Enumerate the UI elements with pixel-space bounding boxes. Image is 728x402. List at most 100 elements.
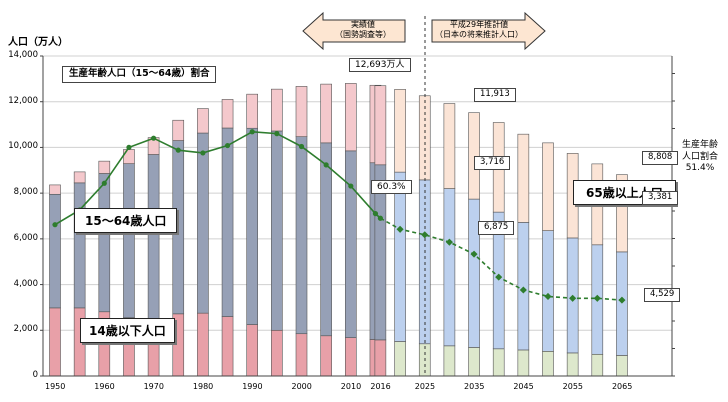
bar-working	[246, 127, 258, 325]
bar-working	[147, 154, 160, 320]
bar-working	[73, 182, 86, 309]
working-age-label: 15〜64歳人口	[74, 208, 178, 233]
bar-child	[221, 316, 234, 377]
x-tick-label: 1990	[242, 382, 263, 391]
bar-child	[566, 352, 579, 377]
bar-elderly	[517, 133, 530, 223]
bar-elderly	[49, 184, 61, 195]
bar-working	[443, 188, 456, 347]
x-tick-label: 2016	[370, 382, 391, 391]
bar-child	[492, 348, 505, 377]
y-tick-label: 4,000	[13, 278, 38, 289]
child-label: 14歳以下人口	[80, 318, 175, 343]
bar-elderly	[271, 88, 283, 132]
bar-working	[123, 163, 135, 319]
bar-child	[374, 339, 387, 377]
bar-child	[443, 345, 456, 377]
bar-working	[295, 136, 308, 335]
total-2065-label: 8,808	[642, 151, 679, 165]
bar-elderly	[344, 83, 357, 152]
ratio-point	[323, 162, 329, 168]
bar-working	[616, 251, 628, 356]
ratio-point	[200, 150, 206, 156]
ratio-point	[445, 238, 453, 246]
x-tick-label: 1980	[192, 382, 214, 391]
line-legend-label: 生産年齢人口（15〜64歳）割合	[62, 66, 217, 83]
ratio-point	[593, 294, 601, 302]
bar-elderly	[394, 89, 406, 173]
bar-working	[542, 230, 554, 352]
bar-child	[246, 324, 258, 377]
bar-child	[295, 333, 308, 377]
ratio-point	[421, 231, 429, 239]
x-tick-label: 1950	[45, 382, 66, 391]
bar-elderly	[320, 83, 332, 144]
bar-elderly	[98, 160, 111, 174]
bar-elderly	[197, 108, 209, 134]
bar-working	[517, 222, 530, 351]
working-2030-label: 6,875	[478, 221, 515, 235]
bar-child	[344, 337, 357, 377]
bar-elderly	[542, 142, 554, 231]
bar-elderly	[73, 171, 86, 184]
ratio-point	[377, 215, 383, 221]
x-tick-label: 2035	[464, 382, 485, 391]
y-tick-label: 0	[32, 370, 38, 380]
right-ratio-label: 生産年齢 人口割合 51.4%	[682, 140, 718, 175]
projection-arrow	[431, 11, 546, 51]
bar-child	[271, 329, 283, 377]
x-tick-label: 1970	[143, 382, 164, 391]
bar-child	[197, 312, 209, 377]
x-tick-label: 2045	[513, 382, 534, 391]
bar-child	[49, 307, 61, 377]
y-tick-label: 12,000	[8, 95, 38, 106]
projection-arrow-line2: （日本の将来推計人口）	[435, 29, 523, 39]
y-axis-label: 人口（万人）	[8, 37, 68, 48]
bar-working	[271, 130, 283, 331]
bar-elderly	[374, 85, 387, 166]
bar-group	[49, 83, 628, 377]
ratio-point	[52, 222, 58, 228]
x-tick-label: 1960	[94, 382, 115, 391]
x-tick-label: 2000	[291, 382, 312, 391]
ratio-point	[274, 131, 280, 137]
actual-arrow-text: 実績値 （国勢調査等）	[320, 20, 406, 39]
bar-child	[517, 349, 530, 377]
bar-child	[320, 335, 332, 377]
bar-elderly	[443, 103, 456, 189]
x-tick-label: 2025	[414, 382, 436, 391]
right-ratio-line2: 人口割合	[682, 151, 719, 162]
x-tick-label: 2010	[340, 382, 362, 391]
x-tick-label: 2055	[562, 382, 583, 391]
y-tick-label: 6,000	[13, 232, 38, 243]
bar-elderly	[172, 119, 185, 141]
y-tick-label: 8,000	[13, 187, 38, 198]
bar-elderly	[295, 86, 308, 137]
bar-child	[468, 347, 480, 377]
y-tick-label: 10,000	[8, 141, 38, 152]
projection-arrow-text: 平成29年推計値 （日本の将来推計人口）	[433, 20, 525, 39]
bar-working	[197, 132, 209, 314]
ratio-point	[151, 135, 157, 141]
right-ratio-line1: 生産年齢	[682, 140, 719, 150]
ratio-point	[618, 296, 626, 304]
bar-elderly	[468, 112, 480, 200]
ratio-point	[396, 225, 404, 233]
ratio-point	[470, 250, 478, 258]
ratio-point	[569, 294, 577, 302]
actual-arrow-line1: 実績値	[351, 20, 375, 29]
total-2030-label: 11,913	[474, 88, 516, 102]
actual-arrow-line2: （国勢調査等）	[335, 29, 391, 39]
bar-working	[49, 193, 61, 309]
ratio-point	[519, 286, 527, 294]
ratio-point	[298, 143, 305, 150]
total-2016-label: 12,693万人	[349, 58, 411, 73]
elderly-2065-label: 3,381	[642, 191, 679, 205]
projection-arrow-line1: 平成29年推計値	[449, 20, 509, 29]
bar-elderly	[221, 99, 234, 129]
ratio-point	[495, 273, 503, 281]
bar-working	[221, 127, 234, 317]
bar-working	[394, 171, 406, 342]
period-arrows	[302, 11, 546, 51]
bar-child	[616, 355, 628, 377]
